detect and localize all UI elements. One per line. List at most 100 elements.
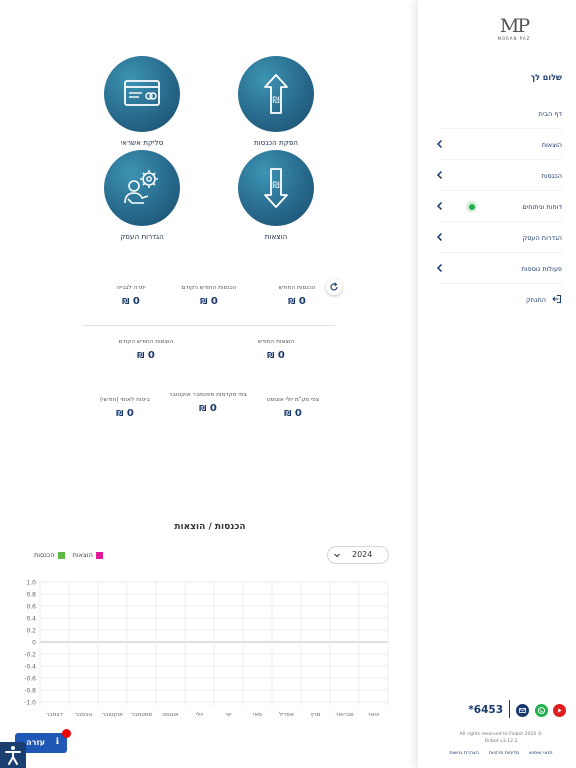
stat-value: 0 ₪: [122, 296, 140, 307]
footer-links: תנאי שימוש מדיניות פרטיות הצהרת נגישות: [426, 751, 576, 756]
y-tick-label: 1.0: [26, 580, 36, 587]
y-tick-label: -0.4: [24, 664, 36, 671]
stat-label: צפי מע"מ יולי אוגוסט: [266, 397, 320, 403]
chevron-down-icon: [334, 553, 340, 558]
chevron-left-icon: [436, 170, 443, 180]
sidebar-item-business-settings[interactable]: הגדרות העסק: [436, 222, 562, 253]
stat-advance-tax-forecast: צפי מקדמות ספטמבר אוקטובר 0 ₪: [164, 391, 252, 414]
y-tick-label: 0: [32, 640, 36, 647]
legend-label: הכנסות: [34, 551, 55, 559]
brand-logo[interactable]: MP MORAN PAZ: [490, 16, 538, 46]
y-tick-label: 0.4: [26, 616, 36, 623]
stat-value: 0 ₪: [116, 408, 134, 419]
phone-number[interactable]: *6453: [468, 704, 503, 716]
x-tick-label: ספטמבר: [131, 712, 152, 718]
x-tick-label: פברואר: [335, 712, 354, 718]
stat-label: יתרה לגבייה: [116, 285, 146, 291]
tile-credit-clearing[interactable]: סליקת אשראי: [92, 56, 192, 156]
chevron-left-icon: [436, 201, 443, 211]
year-select[interactable]: 2024: [327, 546, 389, 564]
x-tick-label: ינואר: [368, 712, 380, 718]
youtube-icon[interactable]: [553, 704, 566, 717]
credit-card-icon: [104, 56, 180, 132]
logo-initials: MP: [499, 15, 530, 37]
x-tick-label: אוקטובר: [102, 712, 123, 718]
stat-value: 0 ₪: [137, 350, 155, 361]
sidebar-item-label: דוחות וניתוחים: [522, 203, 562, 211]
privacy-link[interactable]: מדיניות פרטיות: [488, 751, 520, 756]
info-icon: ℹ: [55, 737, 59, 747]
notification-dot: [62, 729, 71, 738]
chevron-left-icon: [436, 232, 443, 242]
legend-item-expenses[interactable]: הוצאות: [73, 551, 103, 559]
refresh-button[interactable]: [326, 279, 342, 295]
rights-text: All rights reserved to Finbot 2020 © Fin…: [426, 731, 576, 745]
chevron-left-icon: [436, 263, 443, 273]
email-icon[interactable]: [516, 704, 529, 717]
accessibility-button[interactable]: [0, 742, 26, 768]
logout-button[interactable]: התנתק: [440, 284, 562, 315]
stat-label: הוצאות החודש: [257, 339, 295, 345]
stat-income-this-month: הכנסות החודש 0 ₪: [252, 284, 342, 307]
sidebar: MP MORAN PAZ שלום לך דף הבית הוצאות הכנס…: [418, 0, 576, 768]
tile-label: הגדרות העסק: [120, 232, 164, 241]
y-tick-label: -1.0: [24, 700, 36, 707]
sidebar-item-label: דף הבית: [538, 110, 562, 118]
accessibility-statement-link[interactable]: הצהרת נגישות: [449, 751, 479, 756]
stat-label: הוצאות החודש הקודם: [118, 339, 174, 345]
sidebar-nav: דף הבית הוצאות הכנסות דוחות וניתוחים הגד…: [418, 98, 576, 315]
active-indicator-dot: [466, 201, 477, 212]
sidebar-item-label: הוצאות: [541, 141, 562, 149]
tile-label: הוצאות: [264, 232, 288, 241]
help-button[interactable]: עזרה ℹ: [15, 729, 71, 753]
sidebar-item-label: פעולות נוספות: [521, 265, 562, 273]
income-up-arrow-icon: ₪: [238, 56, 314, 132]
x-tick-label: דצמבר: [46, 712, 63, 718]
sidebar-item-label: הגדרות העסק: [522, 234, 562, 242]
x-tick-label: מאי: [253, 712, 262, 718]
chevron-left-icon: [436, 139, 443, 149]
svg-text:₪: ₪: [272, 181, 279, 191]
footer-divider: [509, 700, 510, 718]
stat-expenses-this-month: הוצאות החודש 0 ₪: [231, 338, 321, 361]
stat-value: 0 ₪: [284, 408, 302, 419]
logout-label: התנתק: [525, 296, 546, 304]
terms-link[interactable]: תנאי שימוש: [529, 751, 553, 756]
stat-value: 0 ₪: [267, 350, 285, 361]
sidebar-footer: *6453 All rights reserved to Finbot 2020…: [418, 696, 576, 768]
help-label: עזרה: [26, 738, 45, 747]
stat-value: 0 ₪: [200, 296, 218, 307]
legend-swatch: [95, 551, 103, 559]
x-tick-label: אפריל: [279, 711, 294, 718]
refresh-icon: [330, 282, 338, 291]
y-tick-label: 0.2: [26, 628, 36, 635]
accessibility-icon: [5, 746, 21, 765]
logout-icon: [552, 295, 561, 303]
sidebar-item-income[interactable]: הכנסות: [436, 160, 562, 191]
x-tick-label: יולי: [196, 711, 203, 718]
greeting: שלום לך: [530, 73, 562, 82]
whatsapp-icon[interactable]: [535, 704, 548, 717]
stats-divider: [83, 325, 335, 326]
business-settings-icon: [104, 150, 180, 226]
tile-expenses[interactable]: ₪ הוצאות: [226, 150, 326, 250]
stat-label: הכנסות החודש הקודם: [181, 285, 237, 291]
y-tick-label: -0.8: [24, 688, 36, 695]
tile-business-settings[interactable]: הגדרות העסק: [92, 150, 192, 250]
y-tick-label: 0.6: [26, 604, 36, 611]
sidebar-item-more-actions[interactable]: פעולות נוספות: [436, 253, 562, 284]
chart-legend: הוצאות הכנסות: [34, 551, 103, 559]
tile-label: סליקת אשראי: [120, 138, 164, 147]
sidebar-item-expenses[interactable]: הוצאות: [436, 129, 562, 160]
logo-name: MORAN PAZ: [497, 36, 531, 41]
stat-label: הכנסות החודש: [278, 285, 316, 291]
chart-title: הכנסות / הוצאות: [174, 522, 246, 532]
legend-label: הוצאות: [72, 551, 93, 559]
sidebar-item-home[interactable]: דף הבית: [440, 98, 562, 129]
tile-issue-income[interactable]: ₪ הפקת הכנסות: [226, 56, 326, 156]
stat-expenses-last-month: הוצאות החודש הקודם 0 ₪: [101, 338, 191, 361]
legend-item-income[interactable]: הכנסות: [34, 551, 65, 559]
sidebar-item-reports[interactable]: דוחות וניתוחים: [436, 191, 562, 222]
stat-balance-to-collect: יתרה לגבייה 0 ₪: [86, 284, 176, 307]
stat-value: 0 ₪: [199, 403, 217, 414]
